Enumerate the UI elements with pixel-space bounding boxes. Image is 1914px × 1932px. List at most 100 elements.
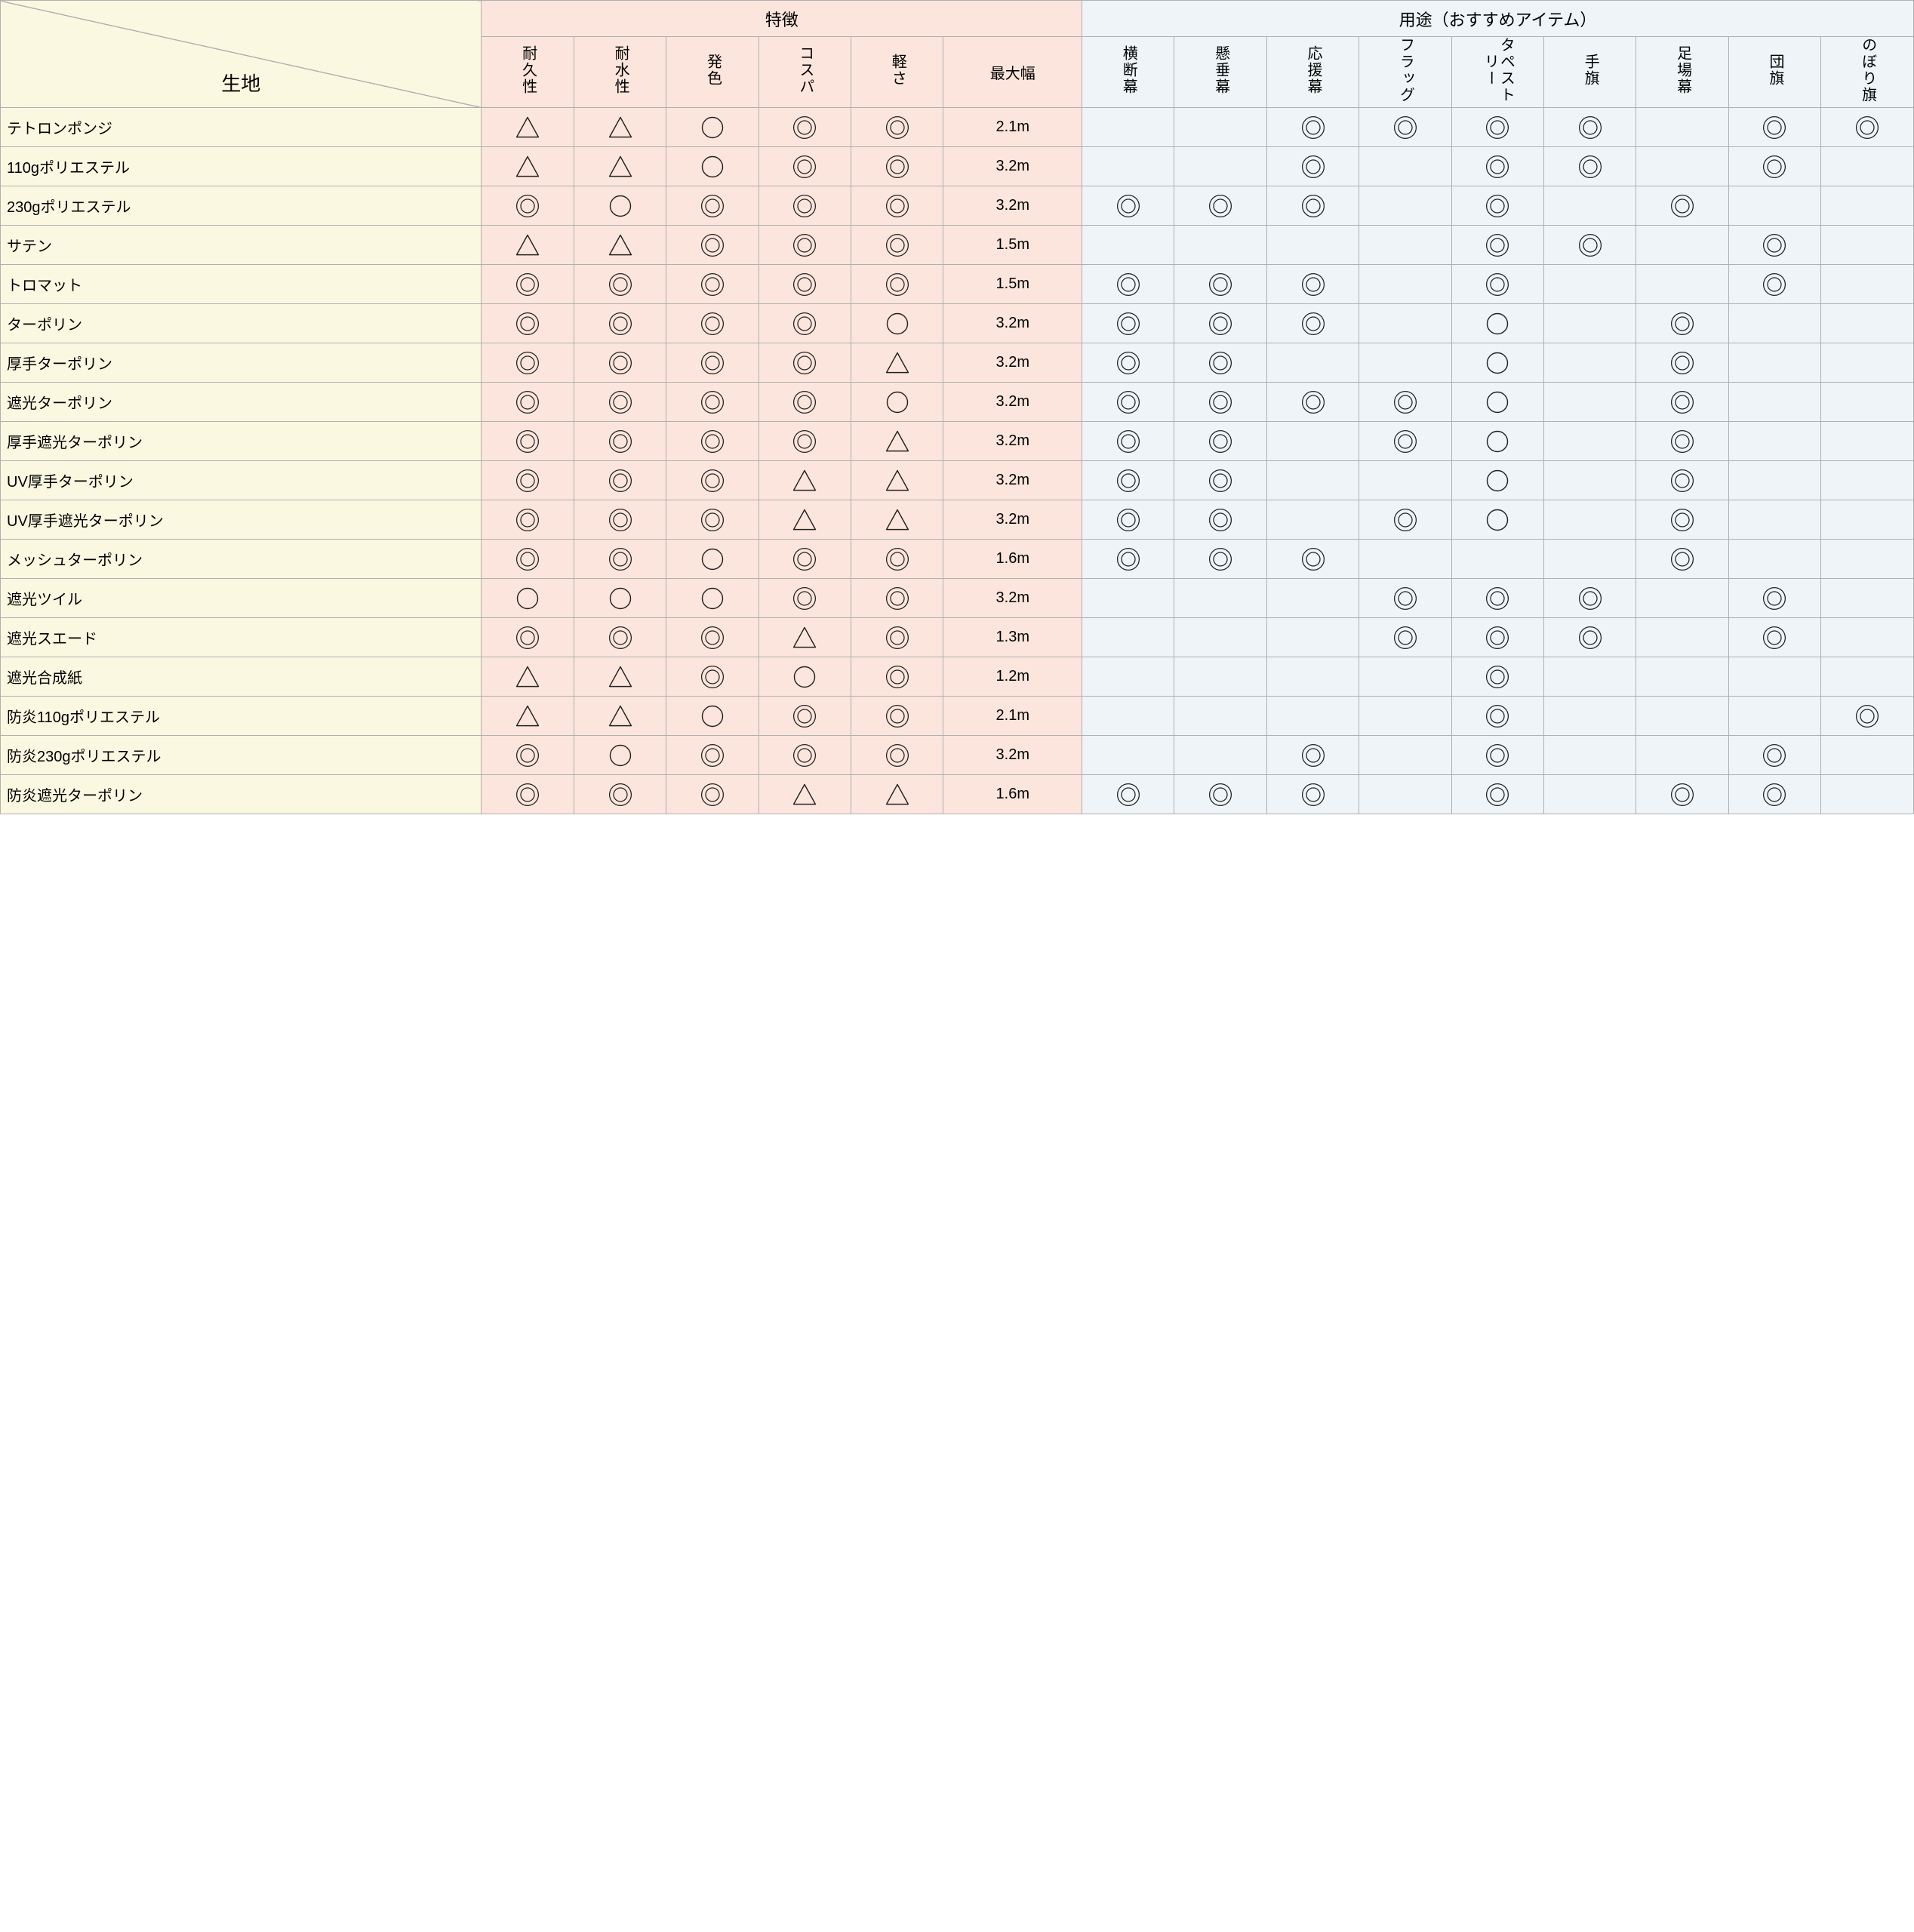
- double-circle-icon: [607, 546, 634, 573]
- triangle-icon: [514, 663, 541, 691]
- use-header-label: 団旗: [1767, 54, 1783, 87]
- feature-cell-waterres: [574, 226, 666, 265]
- feature-cell-durability: [482, 383, 574, 422]
- double-circle-icon: [607, 389, 634, 416]
- use-cell-nobori: [1821, 736, 1914, 775]
- use-cell-tebata: [1544, 736, 1636, 775]
- double-circle-icon: [1577, 153, 1604, 180]
- single-circle-icon: [699, 114, 726, 141]
- use-cell-ouen: [1266, 697, 1359, 736]
- use-cell-kensui: [1174, 657, 1266, 697]
- feature-cell-waterres: [574, 422, 666, 461]
- use-cell-oudan: [1082, 383, 1174, 422]
- single-circle-icon: [607, 192, 634, 220]
- double-circle-icon: [1761, 271, 1788, 298]
- double-circle-icon: [1115, 349, 1142, 377]
- maxwidth-value: 1.5m: [996, 236, 1029, 253]
- use-header-label: タペストリー: [1482, 37, 1513, 103]
- feature-cell-waterres: [574, 343, 666, 383]
- group-header-uses: 用途（おすすめアイテム）: [1082, 1, 1914, 37]
- feature-header-label: 耐水性: [612, 45, 628, 95]
- double-circle-icon: [884, 663, 911, 691]
- use-cell-tape: [1451, 500, 1543, 540]
- double-circle-icon: [1761, 232, 1788, 259]
- feature-header-label: 発色: [704, 54, 720, 87]
- maxwidth-value: 3.2m: [996, 197, 1029, 214]
- use-cell-ouen: [1266, 265, 1359, 304]
- feature-cell-lightness: [851, 304, 943, 343]
- use-cell-ashiba: [1636, 304, 1728, 343]
- use-cell-kensui: [1174, 265, 1266, 304]
- triangle-icon: [884, 349, 911, 377]
- double-circle-icon: [884, 546, 911, 573]
- use-cell-kensui: [1174, 500, 1266, 540]
- use-cell-oudan: [1082, 697, 1174, 736]
- double-circle-icon: [1115, 546, 1142, 573]
- feature-cell-durability: [482, 540, 574, 579]
- fabric-name-cell: 遮光スエード: [1, 618, 482, 657]
- use-cell-nobori: [1821, 108, 1914, 147]
- use-cell-flag: [1359, 461, 1451, 500]
- single-circle-icon: [884, 310, 911, 337]
- table-row: メッシュターポリン1.6m: [1, 540, 1914, 579]
- single-circle-icon: [1484, 428, 1511, 455]
- feature-cell-maxwidth: 3.2m: [943, 343, 1082, 383]
- use-cell-tape: [1451, 186, 1543, 226]
- feature-cell-color: [666, 618, 759, 657]
- use-cell-ashiba: [1636, 697, 1728, 736]
- fabric-name-cell: 遮光合成紙: [1, 657, 482, 697]
- triangle-icon: [884, 428, 911, 455]
- feature-cell-cospa: [759, 697, 851, 736]
- fabric-name-cell: トロマット: [1, 265, 482, 304]
- use-cell-tape: [1451, 657, 1543, 697]
- use-cell-nobori: [1821, 697, 1914, 736]
- feature-cell-cospa: [759, 461, 851, 500]
- feature-cell-cospa: [759, 265, 851, 304]
- feature-cell-lightness: [851, 657, 943, 697]
- feature-cell-cospa: [759, 775, 851, 814]
- double-circle-icon: [699, 192, 726, 220]
- feature-cell-maxwidth: 3.2m: [943, 579, 1082, 618]
- feature-cell-waterres: [574, 500, 666, 540]
- double-circle-icon: [607, 467, 634, 494]
- use-cell-tebata: [1544, 618, 1636, 657]
- double-circle-icon: [1207, 389, 1234, 416]
- table-row: トロマット 1.5m: [1, 265, 1914, 304]
- double-circle-icon: [1207, 192, 1234, 220]
- use-cell-tebata: [1544, 461, 1636, 500]
- use-cell-tebata: [1544, 108, 1636, 147]
- double-circle-icon: [1392, 506, 1419, 534]
- feature-cell-lightness: [851, 500, 943, 540]
- use-cell-ouen: [1266, 500, 1359, 540]
- use-cell-tape: [1451, 540, 1543, 579]
- feature-cell-durability: [482, 226, 574, 265]
- double-circle-icon: [1669, 428, 1696, 455]
- use-header-label: 応援幕: [1305, 45, 1321, 95]
- feature-cell-color: [666, 540, 759, 579]
- triangle-icon: [514, 153, 541, 180]
- double-circle-icon: [1207, 349, 1234, 377]
- use-cell-danki: [1728, 108, 1820, 147]
- use-cell-flag: [1359, 186, 1451, 226]
- feature-cell-durability: [482, 265, 574, 304]
- use-cell-danki: [1728, 461, 1820, 500]
- fabric-name-cell: 遮光ターポリン: [1, 383, 482, 422]
- use-cell-kensui: [1174, 736, 1266, 775]
- use-cell-danki: [1728, 736, 1820, 775]
- use-cell-kensui: [1174, 775, 1266, 814]
- use-cell-flag: [1359, 108, 1451, 147]
- use-cell-ouen: [1266, 579, 1359, 618]
- feature-cell-waterres: [574, 657, 666, 697]
- use-cell-kensui: [1174, 304, 1266, 343]
- feature-cell-color: [666, 186, 759, 226]
- feature-cell-lightness: [851, 343, 943, 383]
- feature-cell-cospa: [759, 579, 851, 618]
- use-cell-oudan: [1082, 186, 1174, 226]
- double-circle-icon: [1300, 310, 1327, 337]
- maxwidth-value: 3.2m: [996, 472, 1029, 488]
- use-cell-tebata: [1544, 422, 1636, 461]
- maxwidth-value: 1.5m: [996, 275, 1029, 292]
- use-cell-nobori: [1821, 618, 1914, 657]
- fabric-name-cell: 防炎遮光ターポリン: [1, 775, 482, 814]
- feature-cell-color: [666, 422, 759, 461]
